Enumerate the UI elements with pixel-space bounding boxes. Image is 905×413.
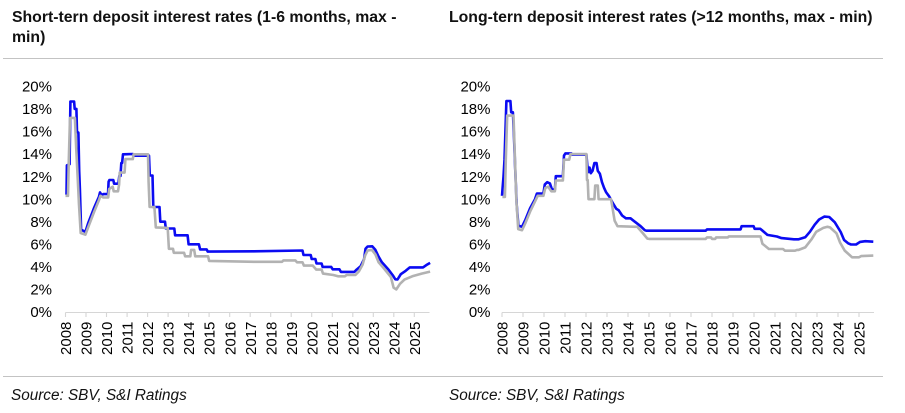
svg-text:2017: 2017: [684, 322, 701, 355]
svg-text:6%: 6%: [30, 237, 52, 254]
svg-text:14%: 14%: [22, 146, 52, 163]
svg-text:12%: 12%: [22, 169, 52, 186]
svg-text:2013: 2013: [600, 322, 617, 355]
svg-text:2019: 2019: [284, 322, 301, 355]
svg-text:2012: 2012: [140, 322, 157, 355]
svg-text:10%: 10%: [460, 191, 490, 208]
svg-text:2%: 2%: [469, 282, 491, 299]
svg-text:2008: 2008: [58, 322, 75, 355]
svg-text:2021: 2021: [325, 322, 342, 355]
svg-text:2025: 2025: [407, 322, 424, 355]
svg-text:14%: 14%: [460, 146, 490, 163]
svg-text:2021: 2021: [768, 322, 785, 355]
svg-text:2016: 2016: [222, 322, 239, 355]
svg-text:2020: 2020: [304, 322, 321, 355]
svg-text:20%: 20%: [22, 79, 52, 96]
svg-text:2%: 2%: [30, 282, 52, 299]
svg-text:2024: 2024: [386, 322, 403, 355]
svg-text:2009: 2009: [516, 322, 533, 355]
svg-text:18%: 18%: [460, 101, 490, 118]
svg-text:2008: 2008: [495, 322, 512, 355]
svg-text:0%: 0%: [469, 304, 491, 321]
svg-text:16%: 16%: [22, 124, 52, 141]
svg-text:2010: 2010: [99, 322, 116, 355]
svg-text:2011: 2011: [558, 322, 575, 354]
svg-text:2014: 2014: [181, 322, 198, 355]
svg-text:2015: 2015: [202, 322, 219, 355]
svg-text:2022: 2022: [345, 322, 362, 355]
svg-text:2017: 2017: [243, 322, 260, 355]
svg-text:2023: 2023: [810, 322, 827, 355]
svg-text:2010: 2010: [537, 322, 554, 355]
svg-text:10%: 10%: [22, 191, 52, 208]
svg-text:2012: 2012: [579, 322, 596, 355]
svg-text:2011: 2011: [120, 322, 137, 354]
svg-text:2019: 2019: [726, 322, 743, 355]
svg-text:4%: 4%: [469, 259, 491, 276]
svg-text:12%: 12%: [460, 169, 490, 186]
svg-text:6%: 6%: [469, 237, 491, 254]
svg-text:2025: 2025: [852, 322, 869, 355]
svg-text:2014: 2014: [621, 322, 638, 355]
svg-text:20%: 20%: [460, 79, 490, 96]
svg-text:2020: 2020: [747, 322, 764, 355]
svg-text:2009: 2009: [79, 322, 96, 355]
svg-text:2023: 2023: [366, 322, 383, 355]
svg-text:18%: 18%: [22, 101, 52, 118]
svg-text:2018: 2018: [263, 322, 280, 355]
svg-text:2022: 2022: [789, 322, 806, 355]
svg-text:2018: 2018: [705, 322, 722, 355]
svg-text:2016: 2016: [663, 322, 680, 355]
svg-text:2024: 2024: [831, 322, 848, 355]
svg-text:8%: 8%: [30, 214, 52, 231]
svg-text:2015: 2015: [642, 322, 659, 355]
svg-text:2013: 2013: [161, 322, 178, 355]
svg-text:0%: 0%: [30, 304, 52, 321]
svg-text:8%: 8%: [469, 214, 491, 231]
svg-text:4%: 4%: [30, 259, 52, 276]
svg-text:16%: 16%: [460, 124, 490, 141]
